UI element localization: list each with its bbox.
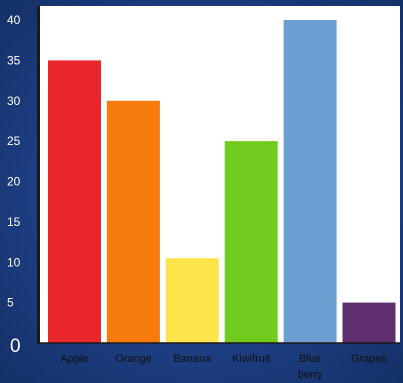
x-tick-label: Apple bbox=[60, 353, 88, 365]
x-tick-label-line: Kiwifruit bbox=[232, 353, 271, 365]
bar-apple bbox=[48, 60, 101, 344]
y-tick-label: 40 bbox=[7, 13, 21, 27]
y-axis-ticks: 0 5 10 15 20 25 30 35 40 bbox=[7, 13, 21, 357]
y-tick-label: 35 bbox=[7, 53, 21, 67]
y-tick-label: 15 bbox=[7, 215, 21, 229]
bar-banana bbox=[165, 258, 219, 343]
bars bbox=[48, 20, 396, 344]
y-tick-label: 30 bbox=[7, 94, 21, 108]
y-tick-label: 25 bbox=[7, 134, 21, 148]
x-tick-label: Blue berry bbox=[298, 353, 324, 381]
x-tick-label: Banana bbox=[173, 353, 212, 365]
x-tick-label: Orange bbox=[115, 353, 152, 365]
x-tick-label-line: Apple bbox=[60, 353, 88, 365]
bar-grapes bbox=[342, 302, 396, 343]
x-tick-label-line: Blue bbox=[299, 353, 321, 365]
x-tick-label-line: Banana bbox=[173, 353, 212, 365]
x-tick-label-line: Grapes bbox=[351, 353, 388, 365]
x-axis-labels: Apple Orange Banana Kiwifruit Blue berry Grape… bbox=[60, 353, 387, 381]
y-tick-label: 5 bbox=[7, 296, 14, 310]
y-tick-label: 10 bbox=[7, 255, 21, 269]
y-tick-label: 0 bbox=[10, 336, 21, 357]
bar-blue-berry bbox=[283, 20, 337, 343]
bar-kiwifruit bbox=[224, 141, 278, 343]
y-tick-label: 20 bbox=[7, 175, 21, 189]
x-tick-label: Grapes bbox=[351, 353, 388, 365]
bar-orange bbox=[106, 100, 160, 344]
x-tick-label-line: berry bbox=[298, 369, 324, 381]
x-tick-label: Kiwifruit bbox=[232, 353, 271, 365]
x-tick-label-line: Orange bbox=[115, 353, 152, 365]
